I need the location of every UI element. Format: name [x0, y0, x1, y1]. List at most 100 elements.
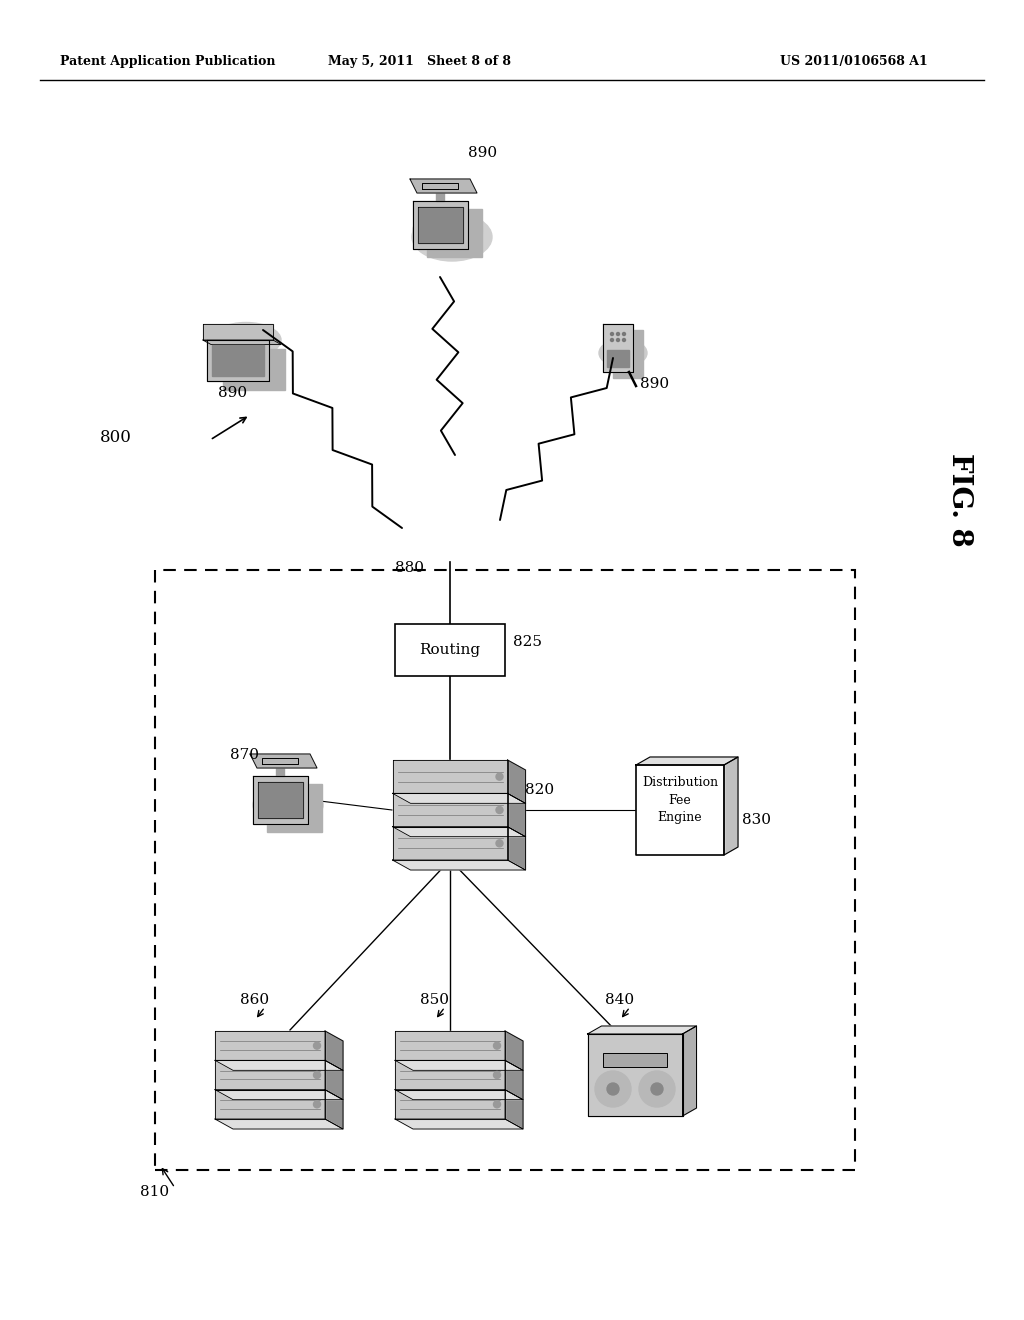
Circle shape	[313, 1043, 321, 1049]
Polygon shape	[215, 1090, 325, 1119]
Text: FIG. 8: FIG. 8	[946, 453, 974, 546]
Circle shape	[494, 1101, 501, 1107]
Text: 825: 825	[513, 635, 542, 649]
Polygon shape	[203, 323, 273, 341]
Polygon shape	[215, 1119, 343, 1129]
Polygon shape	[588, 1026, 696, 1034]
Circle shape	[496, 774, 503, 780]
Ellipse shape	[413, 210, 483, 249]
Polygon shape	[505, 1060, 523, 1100]
Bar	[603, 1053, 667, 1067]
Polygon shape	[505, 1031, 523, 1071]
Circle shape	[313, 1101, 321, 1107]
Polygon shape	[607, 350, 629, 367]
Ellipse shape	[412, 213, 492, 261]
Polygon shape	[392, 826, 508, 861]
Polygon shape	[392, 793, 508, 826]
Text: Patent Application Publication: Patent Application Publication	[60, 55, 275, 69]
Ellipse shape	[460, 496, 516, 540]
Polygon shape	[276, 764, 284, 776]
Text: 850: 850	[420, 993, 449, 1007]
Text: 810: 810	[140, 1185, 169, 1199]
Polygon shape	[413, 201, 468, 249]
Text: 800: 800	[100, 429, 132, 446]
Ellipse shape	[253, 785, 323, 825]
Circle shape	[651, 1082, 663, 1096]
Circle shape	[639, 1071, 675, 1107]
Polygon shape	[253, 776, 307, 824]
Ellipse shape	[434, 447, 510, 508]
Polygon shape	[395, 1090, 505, 1119]
Polygon shape	[508, 793, 525, 837]
Polygon shape	[422, 183, 458, 189]
Polygon shape	[636, 766, 724, 855]
Circle shape	[616, 338, 620, 342]
Ellipse shape	[211, 322, 281, 358]
Polygon shape	[392, 760, 508, 793]
Polygon shape	[266, 784, 322, 832]
Polygon shape	[215, 1060, 343, 1071]
Polygon shape	[392, 793, 525, 804]
Polygon shape	[636, 756, 738, 766]
Polygon shape	[215, 1090, 343, 1100]
Ellipse shape	[468, 473, 528, 520]
Polygon shape	[392, 826, 525, 837]
Polygon shape	[257, 781, 302, 818]
Circle shape	[623, 338, 626, 342]
Polygon shape	[613, 330, 643, 378]
Polygon shape	[436, 189, 444, 201]
Circle shape	[623, 333, 626, 335]
Polygon shape	[215, 1060, 325, 1090]
Bar	[155, 570, 855, 1170]
Polygon shape	[207, 341, 269, 381]
Polygon shape	[588, 1034, 683, 1115]
Polygon shape	[392, 861, 525, 870]
Circle shape	[610, 333, 613, 335]
Polygon shape	[427, 209, 481, 257]
Ellipse shape	[396, 451, 468, 512]
Polygon shape	[325, 1031, 343, 1071]
Polygon shape	[212, 345, 264, 376]
Circle shape	[494, 1043, 501, 1049]
Polygon shape	[724, 756, 738, 855]
Polygon shape	[395, 1060, 523, 1071]
Bar	[395, 624, 505, 676]
Polygon shape	[262, 758, 298, 764]
Text: 860: 860	[240, 993, 269, 1007]
Text: Routing: Routing	[420, 643, 480, 657]
Polygon shape	[683, 1026, 696, 1115]
Circle shape	[494, 1072, 501, 1078]
Circle shape	[595, 1071, 631, 1107]
Text: 820: 820	[525, 783, 554, 797]
Text: Distribution
Fee
Engine: Distribution Fee Engine	[642, 776, 718, 824]
Polygon shape	[508, 760, 525, 804]
Polygon shape	[395, 1090, 523, 1100]
Polygon shape	[395, 1119, 523, 1129]
Ellipse shape	[370, 477, 430, 524]
Polygon shape	[250, 754, 317, 768]
Circle shape	[610, 338, 613, 342]
Circle shape	[616, 333, 620, 335]
Polygon shape	[325, 1090, 343, 1129]
Text: 870: 870	[230, 748, 259, 762]
Polygon shape	[395, 1031, 505, 1060]
Polygon shape	[203, 341, 281, 345]
Polygon shape	[508, 826, 525, 870]
Text: 890: 890	[468, 147, 497, 160]
Ellipse shape	[599, 339, 647, 367]
Text: 880: 880	[395, 561, 424, 576]
Circle shape	[607, 1082, 618, 1096]
Text: 890: 890	[640, 378, 669, 391]
Polygon shape	[418, 207, 463, 243]
Polygon shape	[603, 323, 633, 372]
Polygon shape	[215, 1031, 325, 1060]
Ellipse shape	[386, 492, 450, 544]
Polygon shape	[325, 1060, 343, 1100]
Circle shape	[496, 840, 503, 847]
Circle shape	[313, 1072, 321, 1078]
Polygon shape	[223, 348, 285, 389]
Text: May 5, 2011   Sheet 8 of 8: May 5, 2011 Sheet 8 of 8	[329, 55, 512, 69]
Text: 890: 890	[218, 385, 247, 400]
Polygon shape	[505, 1090, 523, 1129]
Circle shape	[496, 807, 503, 813]
